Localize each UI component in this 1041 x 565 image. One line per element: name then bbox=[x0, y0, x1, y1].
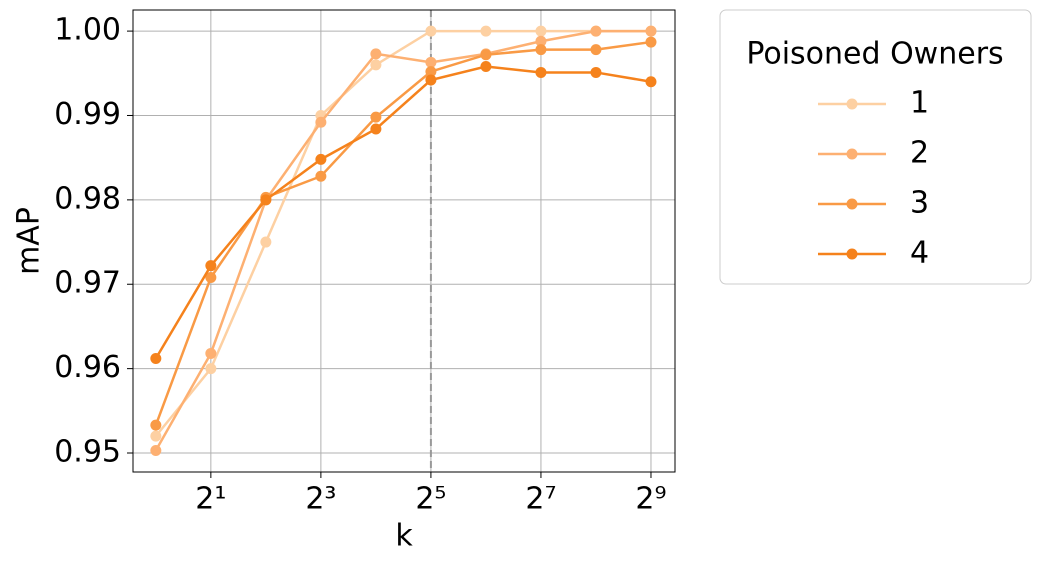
data-point bbox=[205, 363, 217, 375]
data-point bbox=[150, 444, 162, 456]
plot-frame bbox=[132, 9, 676, 473]
data-point bbox=[425, 56, 437, 68]
y-tick-label: 0.97 bbox=[54, 266, 121, 301]
data-point bbox=[260, 236, 272, 248]
data-point bbox=[645, 36, 657, 48]
data-point bbox=[205, 347, 217, 359]
x-tick-label: 2⁵ bbox=[415, 482, 446, 517]
data-point bbox=[535, 66, 547, 78]
series-line bbox=[154, 65, 652, 360]
data-point bbox=[370, 59, 382, 71]
data-point bbox=[315, 153, 327, 165]
data-point bbox=[480, 49, 492, 61]
data-point bbox=[260, 194, 272, 206]
data-point bbox=[535, 25, 547, 37]
legend-label: 2 bbox=[910, 136, 929, 171]
data-point bbox=[370, 123, 382, 135]
y-tick-label: 1.00 bbox=[54, 13, 121, 48]
data-point bbox=[370, 111, 382, 123]
legend-label: 3 bbox=[910, 186, 929, 221]
y-axis-label: mAP bbox=[12, 207, 47, 275]
x-tick-label: 2¹ bbox=[195, 482, 226, 517]
data-point bbox=[645, 76, 657, 88]
data-point bbox=[590, 25, 602, 37]
data-point bbox=[150, 419, 162, 431]
series-line bbox=[154, 29, 651, 452]
data-point bbox=[480, 61, 492, 73]
data-point bbox=[535, 35, 547, 47]
x-tick-label: 2⁹ bbox=[635, 482, 666, 517]
legend-label: 4 bbox=[910, 236, 929, 271]
data-point bbox=[370, 48, 382, 60]
legend-marker bbox=[846, 248, 858, 260]
data-point bbox=[645, 25, 657, 37]
data-point bbox=[150, 353, 162, 365]
data-point bbox=[425, 66, 437, 78]
data-point bbox=[425, 25, 437, 37]
y-tick-label: 0.98 bbox=[54, 181, 121, 216]
legend-marker bbox=[846, 98, 858, 110]
x-tick-label: 2⁷ bbox=[525, 482, 556, 517]
legend-marker bbox=[846, 148, 858, 160]
y-tick-label: 0.96 bbox=[54, 350, 121, 385]
legend-marker bbox=[846, 198, 858, 210]
legend-box bbox=[719, 9, 1032, 285]
series-line bbox=[154, 40, 652, 426]
data-point bbox=[205, 260, 217, 272]
data-point bbox=[590, 66, 602, 78]
y-tick-label: 0.99 bbox=[54, 97, 121, 132]
data-point bbox=[590, 44, 602, 56]
x-tick-label: 2³ bbox=[305, 482, 336, 517]
data-point bbox=[315, 116, 327, 128]
legend-title: Poisoned Owners bbox=[746, 37, 1003, 72]
data-point bbox=[205, 271, 217, 283]
data-point bbox=[425, 74, 437, 86]
data-point bbox=[480, 25, 492, 37]
legend-label: 1 bbox=[910, 86, 929, 121]
data-point bbox=[150, 430, 162, 442]
series-line bbox=[154, 29, 651, 437]
y-tick-label: 0.95 bbox=[54, 435, 121, 470]
data-point bbox=[315, 170, 327, 182]
x-axis-label: k bbox=[395, 519, 413, 554]
data-point bbox=[535, 44, 547, 56]
